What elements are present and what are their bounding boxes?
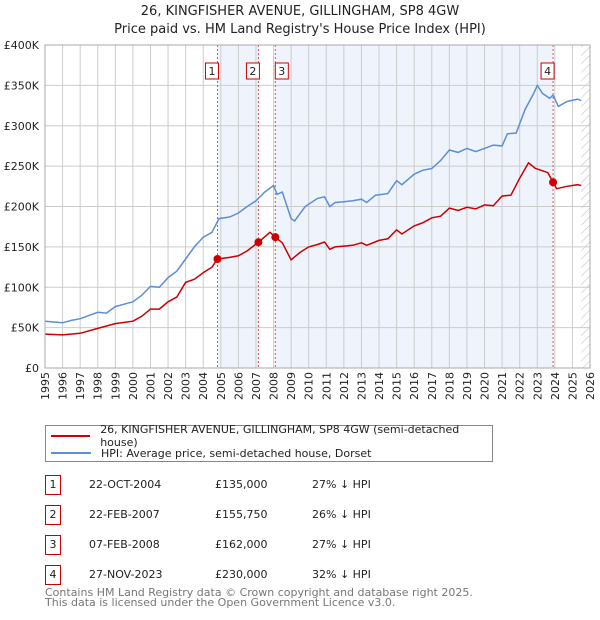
x-tick-label: 2010 <box>303 372 316 400</box>
x-tick-label: 2012 <box>338 372 351 400</box>
sale-date: 27-NOV-2023 <box>89 568 163 581</box>
y-tick-label: £150K <box>4 241 40 254</box>
x-tick-label: 1999 <box>109 372 122 400</box>
sale-marker-label: 2 <box>249 65 256 78</box>
x-tick-label: 1998 <box>92 372 105 400</box>
x-tick-label: 2024 <box>549 372 562 400</box>
sale-date: 22-FEB-2007 <box>89 508 160 521</box>
x-tick-label: 2006 <box>232 372 245 400</box>
x-tick-label: 2001 <box>144 372 157 400</box>
x-tick-label: 2008 <box>268 372 281 400</box>
sale-price: £155,750 <box>215 508 268 521</box>
sale-marker-label: 3 <box>278 65 285 78</box>
x-tick-label: 1995 <box>39 372 52 400</box>
sale-date: 22-OCT-2004 <box>89 478 162 491</box>
y-tick-label: £200K <box>4 201 40 214</box>
sale-price: £230,000 <box>215 568 268 581</box>
plot-frame <box>44 44 591 369</box>
x-tick-label: 2025 <box>566 372 579 400</box>
x-tick-label: 2023 <box>531 372 544 400</box>
x-tick-label: 2003 <box>180 372 193 400</box>
price-chart: 1995 1996 1997 1998 1999 2000 2001 2002 2003 2004… <box>4 39 597 400</box>
sale-number-badge: 2 <box>45 505 61 525</box>
footer-line-2: This data is licensed under the Open Gov… <box>45 596 396 609</box>
sale-number-badge: 3 <box>45 535 61 555</box>
sale-marker-label: 1 <box>208 65 215 78</box>
sale-marker-box <box>204 62 219 80</box>
hpi-line <box>44 83 582 324</box>
legend-swatch-hpi <box>51 452 91 454</box>
x-tick-label: 2013 <box>355 372 368 400</box>
table-row: 2 22-FEB-2007 £155,750 26% ↓ HPI <box>45 505 445 525</box>
sale-point <box>254 238 263 247</box>
x-tick-label: 2009 <box>285 372 298 400</box>
sale-marker-box <box>245 62 260 80</box>
x-tick-label: 2005 <box>215 372 228 400</box>
footer: Contains HM Land Registry data © Crown c… <box>45 586 473 609</box>
x-tick-label: 2020 <box>479 372 492 400</box>
y-tick-label: £0 <box>25 362 39 375</box>
y-tick-label: £400K <box>4 39 40 52</box>
legend-item-hpi: HPI: Average price, semi-detached house,… <box>46 445 371 461</box>
sale-marker-label: 4 <box>544 65 551 78</box>
sale-hpi-diff: 26% ↓ HPI <box>312 508 371 521</box>
sale-hpi-diff: 27% ↓ HPI <box>312 538 371 551</box>
table-row: 4 27-NOV-2023 £230,000 32% ↓ HPI <box>45 565 445 585</box>
sale-point <box>271 233 280 242</box>
x-tick-label: 1997 <box>74 372 87 400</box>
y-tick-label: £350K <box>4 79 40 92</box>
legend-label-hpi: HPI: Average price, semi-detached house,… <box>101 446 372 460</box>
y-tick-label: £50K <box>11 322 40 335</box>
x-tick-label: 2002 <box>162 372 175 400</box>
x-tick-label: 2014 <box>373 372 386 400</box>
sale-hpi-diff: 27% ↓ HPI <box>312 478 371 491</box>
x-tick-label: 2011 <box>320 372 333 400</box>
legend-label-property: 26, KINGFISHER AVENUE, GILLINGHAM, SP8 4… <box>100 423 460 449</box>
property-price-line <box>44 161 582 336</box>
x-tick-label: 1996 <box>57 372 70 400</box>
x-tick-label: 2017 <box>426 372 439 400</box>
x-tick-label: 2004 <box>197 372 210 400</box>
sale-marker-box <box>274 62 289 80</box>
legend-swatch-property <box>51 435 91 437</box>
y-tick-label: £100K <box>4 281 40 294</box>
legend: 26, KINGFISHER AVENUE, GILLINGHAM, SP8 4… <box>45 423 493 462</box>
sale-point <box>549 178 558 187</box>
footer-line-1: Contains HM Land Registry data © Crown c… <box>45 586 473 599</box>
sale-price: £162,000 <box>215 538 268 551</box>
y-tick-label: £250K <box>4 160 40 173</box>
sale-price: £135,000 <box>215 478 268 491</box>
x-tick-label: 2021 <box>496 372 509 400</box>
x-tick-label: 2026 <box>584 372 597 400</box>
sale-number-badge: 1 <box>45 475 61 495</box>
x-tick-label: 2022 <box>514 372 527 400</box>
x-tick-label: 2015 <box>391 372 404 400</box>
sale-point <box>213 254 222 263</box>
table-row: 3 07-FEB-2008 £162,000 27% ↓ HPI <box>45 535 445 555</box>
legend-item-property: 26, KINGFISHER AVENUE, GILLINGHAM, SP8 4… <box>46 423 492 449</box>
sale-date: 07-FEB-2008 <box>89 538 160 551</box>
chart-subtitle: Price paid vs. HM Land Registry's House … <box>114 22 486 37</box>
table-row: 1 22-OCT-2004 £135,000 27% ↓ HPI <box>45 475 445 495</box>
sale-number-badge: 4 <box>45 565 61 585</box>
x-tick-label: 2016 <box>408 372 421 400</box>
chart-title: 26, KINGFISHER AVENUE, GILLINGHAM, SP8 4… <box>140 4 460 19</box>
x-tick-label: 2018 <box>443 372 456 400</box>
x-tick-label: 2007 <box>250 372 263 400</box>
sale-hpi-diff: 32% ↓ HPI <box>312 568 371 581</box>
x-tick-label: 2019 <box>461 372 474 400</box>
sale-marker-box <box>540 62 555 80</box>
x-tick-label: 2000 <box>127 372 140 400</box>
y-tick-label: £300K <box>4 120 40 133</box>
